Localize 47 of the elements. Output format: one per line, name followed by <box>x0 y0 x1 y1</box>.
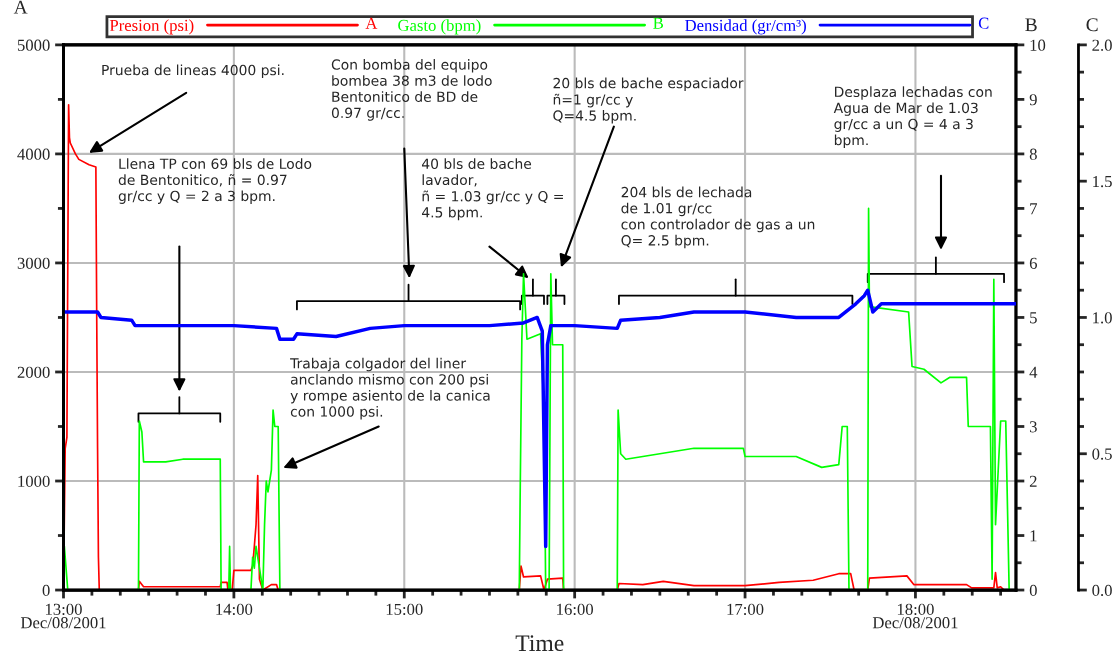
text: C <box>1086 18 1098 32</box>
y2-tick-label: 3 <box>1029 421 1037 433</box>
y3-tick-label: 0.5 <box>1092 448 1112 460</box>
annotation: 40 bls de bache lavador, ñ = 1.03 gr/cc y Q = 4.5 bpm. <box>421 158 563 221</box>
y3-tick-label: 1.0 <box>1093 312 1112 324</box>
text: B <box>1025 18 1037 32</box>
y2-tick-label: 8 <box>1029 148 1037 160</box>
y3-tick-label: 2.0 <box>1092 39 1112 51</box>
y-tick-label: 5000 <box>17 39 50 51</box>
text: Presion (psi) <box>109 19 194 35</box>
y2-axis-title: B <box>653 17 664 29</box>
y2-tick-label: 4 <box>1029 366 1038 378</box>
x-tick-label: 13:00 Dec/08/2001 <box>20 603 106 629</box>
y-axis-title: A <box>365 17 378 29</box>
annotation: 204 bls de lechada de 1.01 gr/cc con controlador de gas a un Q= 2.5 bpm. <box>621 186 815 249</box>
y3-tick-label: 1.5 <box>1093 175 1112 188</box>
x-tick-label: 18:00 Dec/08/2001 <box>872 603 958 629</box>
y-tick-label: 0 <box>42 584 50 596</box>
annotation: Con bomba del equipo bombea 38 m3 de lodo Bentonitico de BD de 0.97 gr/cc. <box>331 59 492 121</box>
y2-tick-label: 9 <box>1029 94 1037 106</box>
annotation: Desplaza lechadas con Agua de Mar de 1.03 gr/cc a un Q = 4 a 3 bpm. <box>833 86 992 148</box>
x-axis-title: Time <box>515 635 564 652</box>
y-tick-label: 4000 <box>17 148 50 160</box>
y-tick-label: 1000 <box>18 475 50 487</box>
y2-tick-label: 6 <box>1029 257 1037 269</box>
x-tick-label: 17:00 <box>727 603 764 616</box>
y2-tick-label: 10 <box>1030 39 1046 51</box>
line-series <box>63 288 1016 549</box>
annotation: 20 bls de bache espaciador ñ=1 gr/cc y Q=4.5 bpm. <box>553 77 744 124</box>
x-tick-label: 15:00 <box>386 603 423 616</box>
text: Gasto (bpm) <box>398 19 481 35</box>
x-tick-label: 14:00 <box>216 603 253 616</box>
y-tick-label: 2000 <box>17 366 50 378</box>
text: A <box>13 0 28 14</box>
y2-tick-label: 5 <box>1030 312 1037 324</box>
y2-tick-label: 7 <box>1030 203 1038 215</box>
annotation: Prueba de lineas 4000 psi. <box>102 64 284 78</box>
y2-tick-label: 2 <box>1029 475 1037 487</box>
y-tick-label: 3000 <box>17 257 50 269</box>
y3-axis-title: C <box>978 17 989 29</box>
y3-tick-label: 0.0 <box>1092 584 1112 597</box>
annotation: Trabaja colgador del liner anclando mismo con 200 psi y rompe asiento de la canica con 1000 psi. <box>290 357 490 420</box>
text: Densidad (gr/cm³) <box>685 19 806 35</box>
y2-tick-label: 0 <box>1029 584 1037 596</box>
y2-tick-label: 1 <box>1030 530 1037 542</box>
annotation: Llena TP con 69 bls de Lodo de Bentonitico, ñ = 0.97 gr/cc y Q = 2 a 3 bpm. <box>118 158 312 204</box>
x-tick-label: 16:00 <box>557 603 594 616</box>
